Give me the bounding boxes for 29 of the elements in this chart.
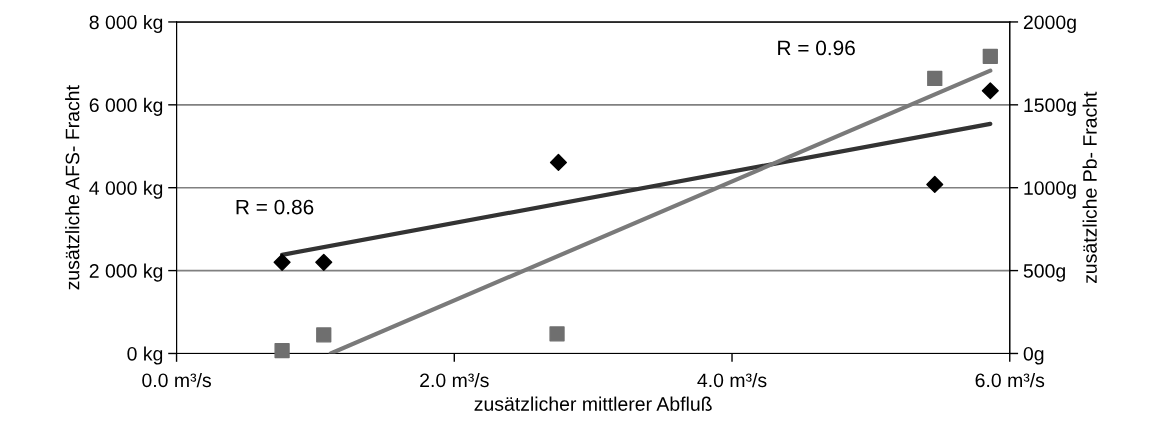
y2-axis-title: zusätzliche Pb- Fracht — [1082, 91, 1097, 284]
y2-tick-label: 2000g — [1023, 15, 1076, 34]
point — [274, 343, 290, 359]
x-tick-label: 0.0 m³/s — [142, 372, 211, 388]
y2-tick-label: 0g — [1023, 346, 1044, 365]
point — [273, 253, 291, 271]
point — [982, 48, 998, 64]
x-tick-label: 2.0 m³/s — [420, 372, 489, 388]
point — [316, 327, 332, 343]
x-axis-title: zusätzlicher mittlerer Abfluß — [474, 396, 712, 411]
annotation: R = 0.96 — [778, 40, 855, 56]
x-tick-label: 4.0 m³/s — [697, 372, 767, 388]
x-tick-label: 6.0 m³/s — [975, 372, 1045, 388]
annotation: R = 0.86 — [236, 199, 314, 215]
point — [549, 153, 567, 171]
point — [981, 82, 999, 100]
point — [926, 175, 944, 193]
y-axis-title: zusätzliche AFS- Fracht — [65, 85, 80, 290]
y-tick-label: 8 000 kg — [89, 14, 163, 34]
y-tick-label: 2 000 kg — [89, 263, 163, 282]
y-tick-label: 4 000 kg — [89, 180, 163, 199]
point — [315, 253, 333, 271]
y2-tick-label: 500g — [1023, 264, 1065, 282]
point — [927, 70, 943, 87]
y2-tick-label: 1500g — [1024, 98, 1076, 116]
y2-tick-label: 1000g — [1024, 181, 1076, 199]
y-tick-label: 0 kg — [127, 346, 163, 365]
point — [549, 326, 565, 342]
y-tick-label: 6 000 kg — [89, 97, 163, 116]
